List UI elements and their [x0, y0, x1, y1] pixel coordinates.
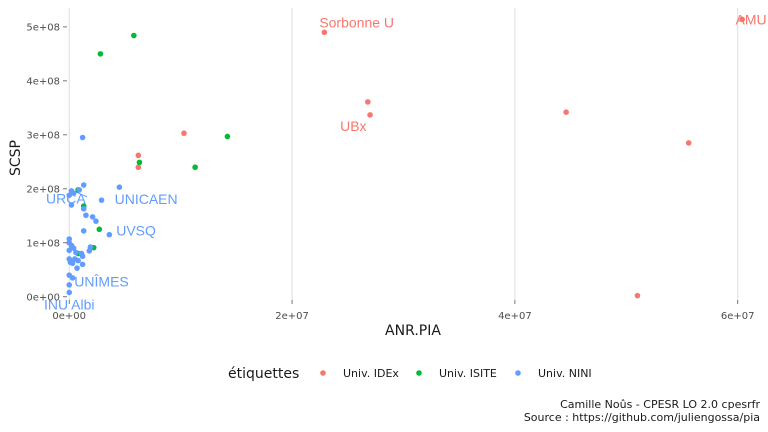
data-point	[66, 247, 73, 254]
data-point	[70, 190, 77, 196]
x-tick-label: 0e+00	[52, 311, 86, 322]
y-tick-label: 5e+08	[26, 22, 60, 33]
y-tick-label: 0e+00	[26, 292, 60, 303]
point-label: AMU	[736, 11, 767, 27]
point-label: UNICAEN	[115, 191, 178, 207]
x-axis-title: ANR.PIA	[385, 323, 441, 339]
data-point	[93, 218, 99, 224]
x-tick-label: 4e+07	[498, 311, 532, 322]
data-point	[79, 253, 86, 260]
caption: Camille Noûs - CPESR LO 2.0 cpesrfrSourc…	[524, 398, 761, 424]
point-label: UNÎMES	[74, 274, 128, 290]
legend-key	[320, 370, 326, 376]
data-point	[66, 282, 73, 288]
data-point	[135, 152, 142, 159]
data-point	[75, 257, 81, 264]
legend-label: Univ. IDEx	[343, 367, 399, 380]
data-point	[80, 182, 87, 188]
data-point	[367, 112, 373, 118]
data-point	[66, 289, 73, 296]
data-point	[224, 133, 231, 140]
data-point	[739, 16, 745, 23]
legend-title: étiquettes	[228, 366, 299, 382]
data-point	[79, 134, 86, 141]
data-point	[80, 228, 87, 234]
data-point	[136, 159, 143, 166]
data-point	[83, 212, 89, 219]
data-point	[66, 192, 73, 199]
data-point	[69, 275, 76, 281]
legend-key	[515, 370, 521, 376]
legend-key	[416, 370, 422, 376]
data-point	[634, 292, 641, 299]
legend-label: Univ. NINI	[538, 367, 592, 380]
data-point	[135, 164, 142, 171]
y-axis-ticks: 0e+00 1e+08 2e+08 3e+08 4e+08 5e+08	[26, 22, 67, 303]
point-label: UVSQ	[116, 222, 156, 238]
data-point	[73, 249, 79, 256]
data-point	[86, 248, 93, 254]
x-axis-ticks: 0e+00 2e+07 4e+07 6e+07	[52, 300, 755, 322]
data-points	[66, 16, 745, 299]
caption-line: Camille Noûs - CPESR LO 2.0 cpesrfr	[560, 398, 760, 411]
data-point	[365, 99, 371, 105]
data-point	[181, 130, 187, 137]
point-label: UBx	[340, 118, 366, 134]
point-labels: Sorbonne U AMU UBx URCA UNICAEN UVSQ UNÎMES INU…	[44, 11, 767, 312]
data-point	[80, 205, 87, 212]
y-tick-label: 1e+08	[26, 238, 60, 249]
gridlines	[68, 8, 739, 300]
data-point	[76, 187, 83, 193]
data-point	[70, 245, 77, 251]
data-point	[96, 226, 103, 233]
data-point	[192, 164, 198, 171]
caption-line: Source : https://github.com/juliengossa/…	[524, 411, 760, 424]
data-point	[79, 261, 86, 268]
data-point	[685, 140, 692, 146]
point-label: INU Albi	[44, 296, 95, 312]
y-tick-label: 3e+08	[26, 130, 60, 141]
y-axis-title: SCSP	[8, 140, 24, 176]
legend-label: Univ. ISITE	[439, 367, 497, 380]
point-label: Sorbonne U	[319, 15, 394, 31]
data-point	[116, 184, 123, 190]
data-point	[74, 265, 80, 271]
data-point	[563, 109, 569, 115]
legend: étiquettes Univ. IDEx Univ. ISITE Univ. NIN…	[228, 366, 592, 382]
y-tick-label: 4e+08	[26, 76, 60, 87]
data-point	[131, 32, 137, 39]
data-point	[106, 231, 113, 238]
data-point	[68, 202, 75, 208]
data-point	[89, 214, 96, 220]
data-point	[98, 197, 105, 203]
y-tick-label: 2e+08	[26, 184, 60, 195]
x-tick-label: 6e+07	[721, 311, 755, 322]
data-point	[69, 260, 76, 267]
x-tick-label: 2e+07	[275, 311, 309, 322]
data-point	[321, 29, 328, 36]
point-label: URCA	[46, 191, 86, 207]
data-point	[97, 51, 104, 57]
